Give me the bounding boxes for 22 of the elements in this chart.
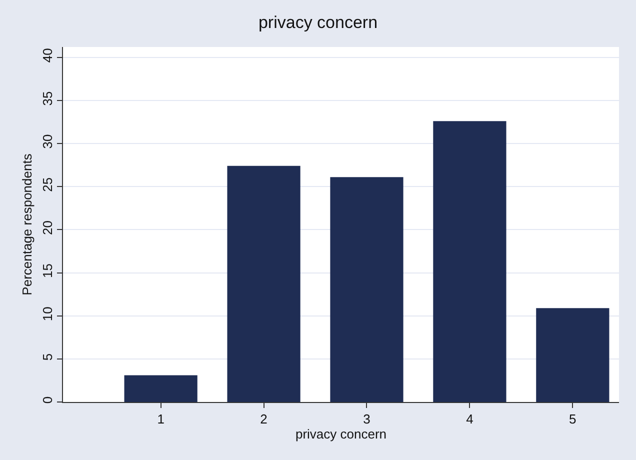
- x-tick-label: 5: [569, 412, 576, 427]
- bar: [330, 177, 404, 402]
- y-tick-label: 25: [40, 177, 55, 192]
- y-tick-label: 35: [40, 91, 55, 106]
- y-tick-label: 40: [40, 48, 55, 63]
- y-tick-label: 30: [40, 134, 55, 149]
- bar: [433, 121, 506, 402]
- y-tick-label: 15: [40, 264, 55, 278]
- bar: [536, 308, 610, 402]
- y-axis-title: Percentage respondents: [20, 153, 35, 296]
- x-tick-label: 1: [157, 412, 164, 427]
- y-tick-label: 10: [40, 306, 55, 322]
- x-tick-label: 3: [363, 412, 370, 427]
- bar: [227, 166, 300, 402]
- y-tick-label: 20: [40, 220, 55, 235]
- y-tick-label: 5: [40, 353, 55, 361]
- bar: [124, 375, 198, 402]
- x-tick-label: 2: [260, 412, 268, 427]
- y-tick-label: 0: [40, 396, 55, 404]
- x-axis-title: privacy concern: [295, 426, 387, 442]
- chart-title: privacy concern: [258, 13, 378, 32]
- x-tick-label: 4: [466, 412, 474, 427]
